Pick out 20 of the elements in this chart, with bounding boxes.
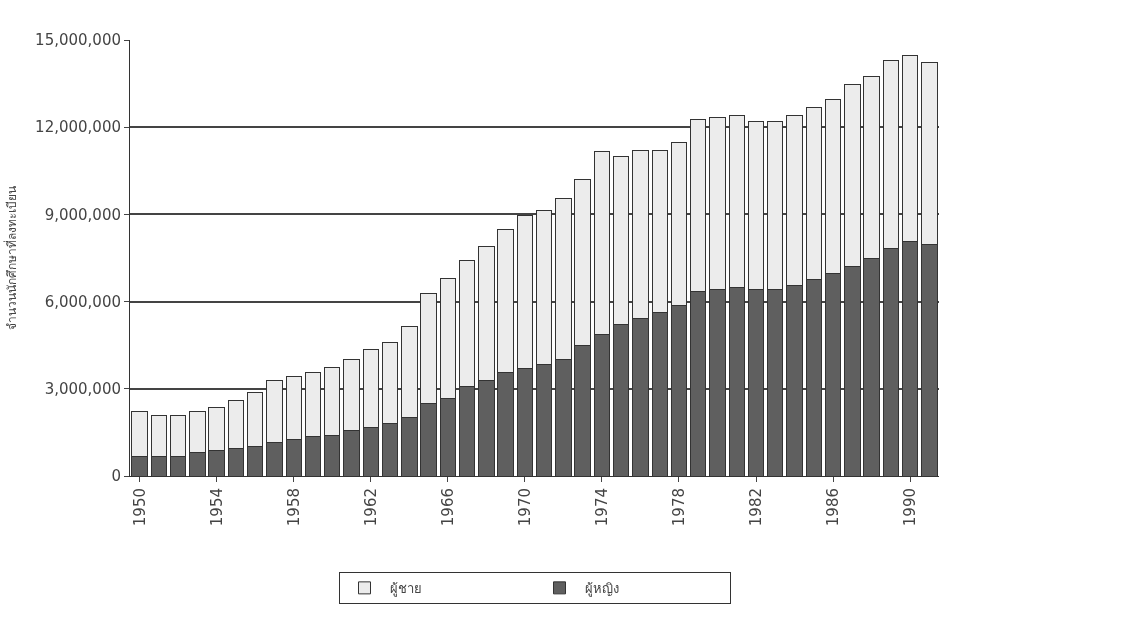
y-tick-label: 12,000,000 (35, 118, 121, 137)
x-tick-label: 1974 (592, 488, 611, 527)
y-tick-label: 15,000,000 (35, 31, 121, 50)
x-tick-label: 1970 (515, 488, 534, 527)
y-tick-label: 0 (111, 467, 121, 486)
x-tick-label: 1950 (130, 488, 149, 527)
x-tick-label: 1966 (438, 488, 457, 527)
y-tick-label: 6,000,000 (44, 292, 121, 311)
x-tick-label: 1982 (746, 488, 765, 527)
x-tick-label: 1954 (207, 488, 226, 527)
x-tick-label: 1958 (284, 488, 303, 527)
legend-label: ผู้ชาย (389, 580, 422, 597)
x-tick-label: 1978 (669, 488, 688, 527)
y-tick-label: 3,000,000 (44, 380, 121, 399)
y-tick-label: 9,000,000 (44, 205, 121, 224)
x-tick-label: 1962 (361, 488, 380, 527)
x-tick-label: 1986 (823, 488, 842, 527)
legend-label: ผู้หญิง (584, 580, 619, 597)
y-axis-title: จำนวนนักศึกษาที่ลงทะเบียน (3, 186, 20, 330)
x-tick-label: 1990 (900, 488, 919, 527)
